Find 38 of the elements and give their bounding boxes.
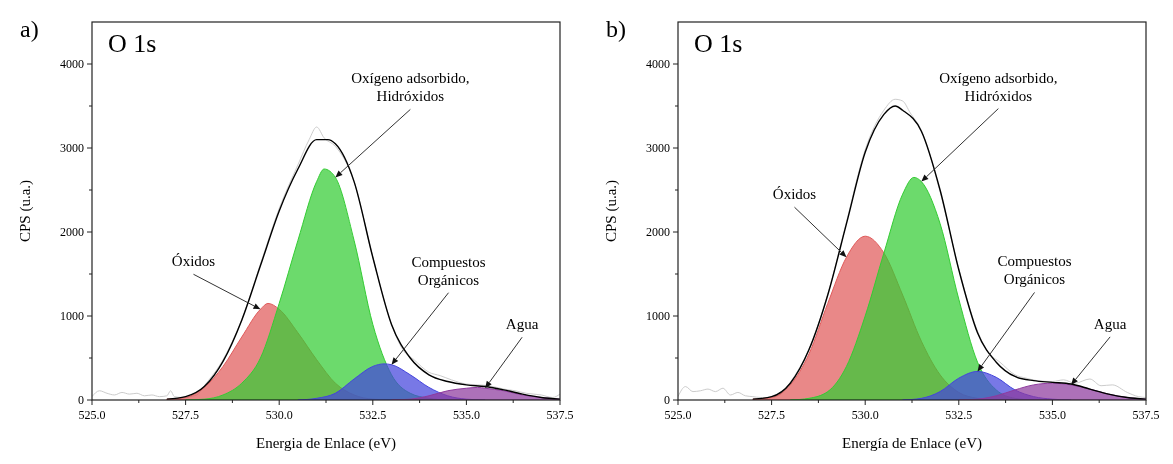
x-tick-label: 535.0 — [452, 408, 480, 422]
y-tick-label: 0 — [664, 393, 670, 407]
x-tick-label: 530.0 — [265, 408, 293, 422]
y-tick-label: 2000 — [646, 225, 670, 239]
y-tick-label: 0 — [78, 393, 84, 407]
x-tick-label: 532.5 — [359, 408, 387, 422]
y-tick-label: 3000 — [60, 141, 84, 155]
annotation: Agua — [505, 316, 539, 333]
chart-title: O 1s — [694, 29, 743, 58]
x-tick-label: 532.5 — [945, 408, 973, 422]
text: a) — [20, 15, 39, 42]
x-tick-label: 525.0 — [78, 408, 106, 422]
x-tick-label: 527.5 — [758, 408, 786, 422]
text: b) — [606, 15, 626, 42]
x-tick-label: 537.5 — [1132, 408, 1160, 422]
x-axis-title: Energía de Enlace (eV) — [841, 435, 983, 452]
y-axis-title: CPS (u.a.) — [603, 179, 620, 243]
annotation: Óxidos — [171, 253, 216, 270]
y-tick-label: 1000 — [646, 309, 670, 323]
x-tick-label: 537.5 — [546, 408, 574, 422]
x-tick-label: 530.0 — [851, 408, 879, 422]
annotation: Oxígeno adsorbido, Hidróxidos — [351, 70, 470, 105]
chart-title: O 1s — [108, 29, 157, 58]
x-tick-label: 535.0 — [1038, 408, 1066, 422]
annotation: Óxidos — [772, 186, 817, 203]
y-tick-label: 1000 — [60, 309, 84, 323]
x-tick-label: 525.0 — [664, 408, 692, 422]
y-tick-label: 4000 — [60, 57, 84, 71]
x-tick-label: 527.5 — [172, 408, 200, 422]
annotation: Agua — [1093, 315, 1127, 332]
annotation: Compuestos Orgánicos — [411, 253, 486, 288]
y-tick-label: 3000 — [646, 141, 670, 155]
y-tick-label: 2000 — [60, 225, 84, 239]
x-axis-title: Energia de Enlace (eV) — [255, 435, 397, 452]
annotation: Compuestos Orgánicos — [997, 253, 1072, 288]
y-axis-title: CPS (u.a.) — [17, 179, 34, 243]
annotation: Oxígeno adsorbido, Hidróxidos — [939, 69, 1058, 104]
y-tick-label: 4000 — [646, 57, 670, 71]
